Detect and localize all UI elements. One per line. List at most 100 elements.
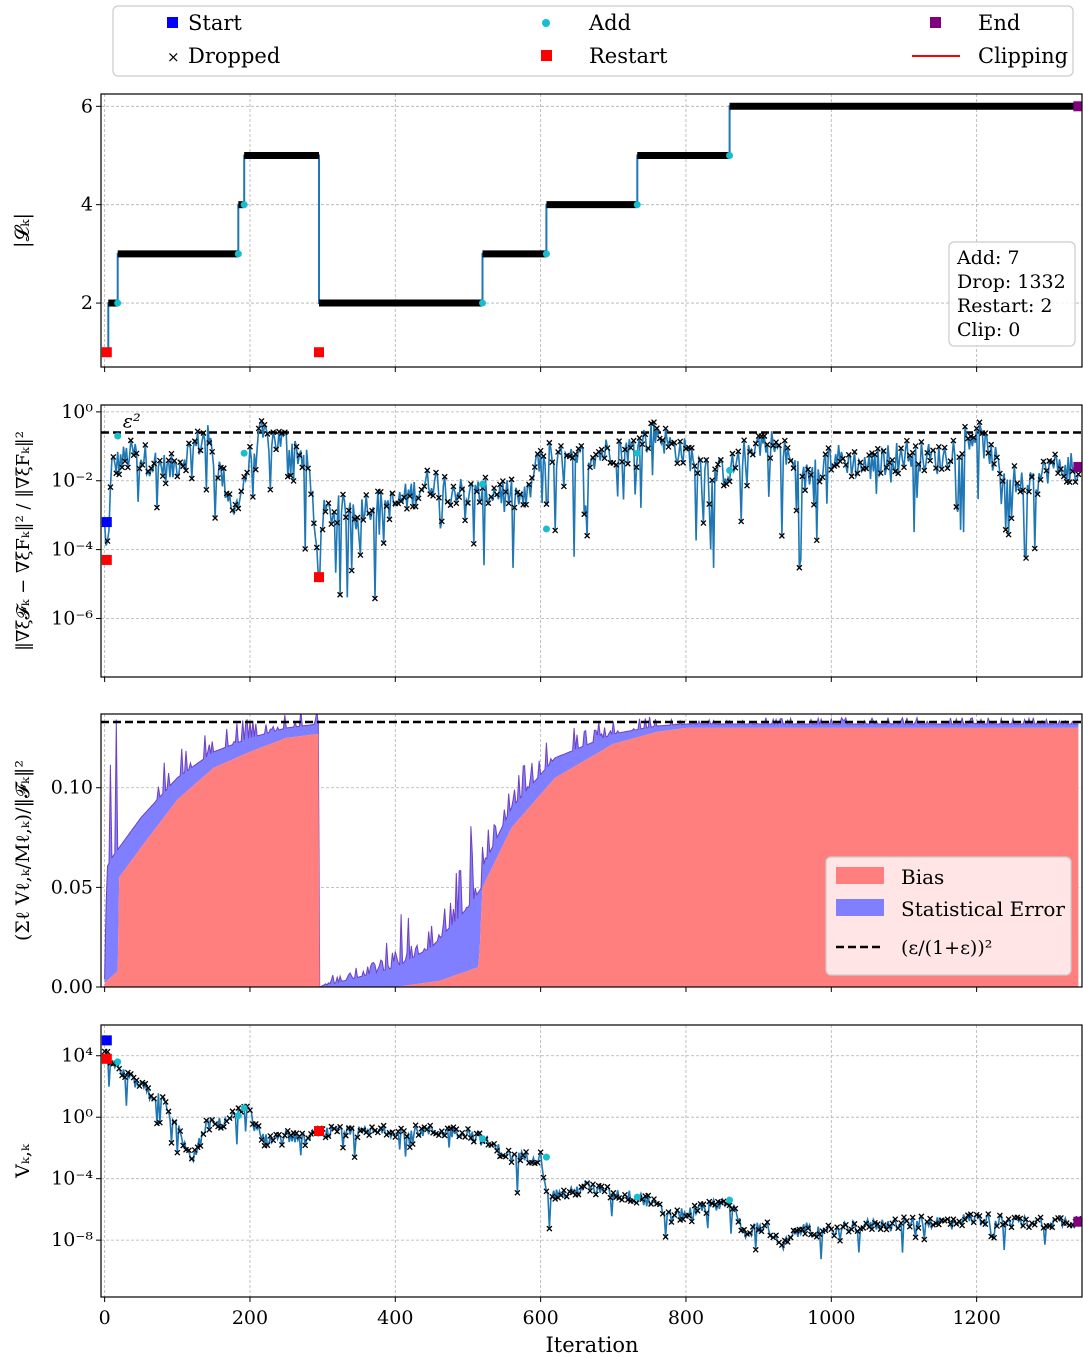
dropped-marker [1057, 1214, 1064, 1221]
dropped-marker [752, 1246, 759, 1253]
dropped-marker [403, 505, 410, 512]
y-tick-label: 10⁰ [61, 1106, 93, 1128]
dropped-marker [706, 1198, 713, 1205]
dropped-marker [494, 1147, 500, 1154]
dropped-marker [421, 483, 428, 490]
dropped-marker [636, 435, 643, 441]
dropped-marker [1017, 1215, 1024, 1222]
dropped-marker [540, 1174, 547, 1181]
dropped-marker [653, 425, 660, 432]
y-tick-label: 10⁻⁴ [51, 539, 93, 561]
dropped-marker [813, 537, 820, 544]
dropped-marker [1020, 487, 1027, 494]
dropped-marker [418, 1125, 425, 1132]
dropped-marker [892, 1216, 899, 1223]
legend-label-end: End [978, 11, 1020, 35]
restart-marker [101, 347, 112, 358]
dropped-marker [985, 1211, 992, 1217]
dropped-marker [822, 1227, 829, 1234]
dropped-marker [473, 488, 480, 495]
dropped-marker [668, 1219, 675, 1225]
dropped-marker [967, 1211, 974, 1218]
restart-marker [101, 554, 112, 565]
dropped-marker [308, 1131, 314, 1137]
stats-box-frame [948, 241, 1076, 347]
dropped-marker [691, 463, 698, 469]
dropped-marker [842, 461, 849, 468]
dropped-marker [895, 470, 902, 477]
dropped-marker [659, 1210, 666, 1217]
add-marker [633, 449, 641, 457]
y-tick-label: 4 [81, 194, 93, 216]
dropped-marker [453, 500, 460, 507]
dropped-marker [935, 443, 942, 450]
dropped-marker [552, 527, 559, 534]
dropped-marker [287, 472, 294, 479]
add-marker [240, 449, 248, 457]
dropped-marker [523, 501, 530, 508]
dropped-marker [874, 445, 881, 452]
dropped-marker [174, 1149, 181, 1156]
dropped-marker [988, 441, 995, 448]
restart-marker [314, 347, 324, 358]
dropped-marker [930, 1221, 936, 1228]
dropped-marker [511, 504, 518, 511]
end-marker-icon [930, 17, 941, 28]
dropped-marker [401, 1128, 407, 1134]
dropped-marker [761, 433, 768, 439]
dropped-marker [133, 1077, 140, 1084]
dropped-marker [334, 1128, 341, 1135]
dropped-marker [427, 491, 434, 498]
dropped-marker [651, 1196, 657, 1203]
dropped-marker [537, 1149, 544, 1156]
dropped-marker [119, 1072, 126, 1079]
dropped-marker [142, 1080, 149, 1087]
dropped-marker [299, 1130, 306, 1137]
top-legend: Start Add End × Dropped Restart Clipping [112, 5, 1074, 77]
dropped-marker [790, 465, 797, 472]
dropped-marker [758, 1228, 765, 1235]
dropped-marker [999, 1221, 1006, 1228]
dropped-marker [360, 516, 367, 523]
dropped-marker [767, 1232, 774, 1239]
dropped-marker [816, 478, 823, 485]
dropped-marker [671, 439, 678, 446]
dropped-marker [1037, 476, 1044, 483]
dropped-marker [325, 1133, 332, 1140]
dropped-marker [122, 458, 128, 465]
dropped-marker [296, 452, 303, 459]
dropped-marker [1052, 1216, 1059, 1223]
dropped-marker [465, 1125, 471, 1132]
area-legend-frame [825, 856, 1072, 976]
dropped-marker [560, 483, 567, 490]
dropped-marker [1037, 1214, 1044, 1221]
dropped-marker [781, 1237, 788, 1244]
dropped-marker [810, 501, 817, 508]
dropped-marker [305, 465, 312, 472]
end-marker [1073, 1216, 1082, 1227]
dropped-marker [1049, 458, 1056, 465]
dropped-marker [959, 450, 966, 457]
dropped-marker [959, 1222, 966, 1229]
dropped-marker [133, 450, 140, 457]
dropped-marker [633, 1199, 640, 1206]
dropped-marker [511, 1151, 518, 1158]
dropped-marker [877, 470, 884, 477]
dropped-marker [604, 1183, 611, 1190]
x-tick-label: 0 [99, 1307, 111, 1329]
dropped-marker [310, 520, 317, 527]
x-tick-label: 800 [668, 1307, 704, 1329]
dropped-marker [415, 1132, 422, 1139]
dropped-marker [999, 478, 1006, 485]
dropped-marker [558, 443, 564, 449]
dropped-marker [889, 457, 896, 464]
dropped-marker [415, 495, 422, 502]
dropped-marker [674, 1207, 681, 1214]
dropped-marker [412, 1122, 419, 1129]
legend-label-restart: Restart [589, 44, 668, 68]
dropped-marker [834, 1224, 841, 1231]
dropped-marker [694, 470, 701, 477]
dropped-marker [371, 595, 378, 602]
dropped-marker [851, 448, 858, 455]
dropped-marker [168, 450, 175, 457]
